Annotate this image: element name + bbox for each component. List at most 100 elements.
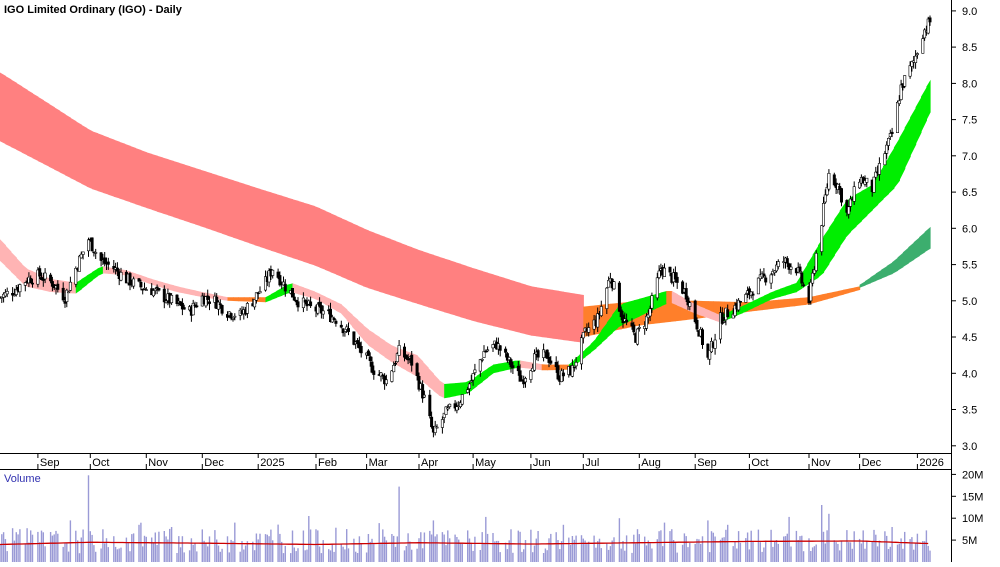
candle-body xyxy=(776,261,780,267)
x-tick-label: 2026 xyxy=(919,457,943,469)
candle-body xyxy=(162,288,166,303)
candle-body xyxy=(144,289,148,291)
candle-body xyxy=(448,403,452,408)
candle-body xyxy=(115,267,119,272)
candle-body xyxy=(574,361,578,367)
ma-band-2-segment xyxy=(859,281,866,288)
candle-body xyxy=(206,295,210,300)
ma-band-3-segment xyxy=(677,294,684,308)
ma-band-3-segment xyxy=(444,383,451,399)
ma-band-3-segment xyxy=(904,117,911,169)
candle-body xyxy=(798,266,802,272)
candle-body xyxy=(41,278,45,281)
ma-band-3-segment xyxy=(189,289,196,296)
candle-body xyxy=(440,419,444,428)
candle-body xyxy=(3,292,7,297)
candle-body xyxy=(852,186,856,202)
ma-band-0-segment xyxy=(444,258,451,314)
candle-body xyxy=(258,291,262,294)
ma-band-0-segment xyxy=(37,96,44,164)
candle-body xyxy=(688,302,692,307)
ma-band-3-segment xyxy=(498,362,505,372)
ma-band-0-segment xyxy=(287,197,294,259)
candle-body xyxy=(675,276,679,283)
ma-band-0-segment xyxy=(140,150,147,208)
candle-body xyxy=(87,239,91,252)
ma-band-3-segment xyxy=(260,297,267,303)
price-tick-label: 7.5 xyxy=(962,115,977,127)
candle-body xyxy=(554,361,558,367)
ma-band-3-segment xyxy=(660,291,667,307)
candle-body xyxy=(36,269,40,285)
candle-body xyxy=(637,326,641,329)
x-tick-label: 2025 xyxy=(260,457,284,469)
candle-body xyxy=(402,346,406,358)
candle-body xyxy=(787,263,791,270)
ma-band-0-segment xyxy=(270,192,277,253)
ma-band-3-segment xyxy=(433,373,440,396)
ma-band-3-segment xyxy=(476,372,483,387)
ma-band-3-segment xyxy=(357,319,364,340)
candle-body xyxy=(774,264,778,272)
ma-band-3-segment xyxy=(866,184,873,216)
ma-band-3-segment xyxy=(541,364,548,371)
candle-body xyxy=(587,327,591,333)
ma-band-0-segment xyxy=(178,162,185,221)
ma-band-0-segment xyxy=(281,195,288,257)
ma-band-3-segment xyxy=(590,338,597,353)
candle-body xyxy=(281,281,285,286)
ma-band-0-segment xyxy=(574,293,581,343)
ma-band-3-segment xyxy=(276,287,283,298)
candle-body xyxy=(858,181,862,189)
ma-band-1-segment xyxy=(843,288,850,295)
candle-body xyxy=(406,358,410,361)
price-panel-candles xyxy=(0,15,932,438)
ma-band-0-segment xyxy=(130,145,136,205)
ma-band-0-segment xyxy=(390,238,397,297)
candle-body xyxy=(253,299,257,308)
candle-body xyxy=(507,357,511,361)
ma-band-0-segment xyxy=(276,194,283,255)
ma-band-3-segment xyxy=(525,361,532,369)
ma-band-0-segment xyxy=(303,202,310,264)
ma-band-0-segment xyxy=(314,206,321,268)
ma-band-3-segment xyxy=(926,79,931,121)
x-tick-label: Sep xyxy=(697,457,717,469)
ma-band-0-segment xyxy=(5,76,12,147)
ma-band-0-segment xyxy=(487,272,494,327)
candle-body xyxy=(271,269,275,276)
candle-body xyxy=(410,354,414,366)
candle-body xyxy=(928,17,932,23)
ma-band-3-segment xyxy=(140,275,147,283)
candle-body xyxy=(762,273,766,277)
candle-body xyxy=(153,288,157,291)
candle-body xyxy=(469,380,473,383)
candle-body xyxy=(50,281,54,287)
ma-band-0-segment xyxy=(298,200,304,262)
candle-body xyxy=(208,301,212,304)
candle-body xyxy=(731,313,735,319)
ma-band-0-segment xyxy=(70,117,77,181)
candle-body xyxy=(467,383,471,389)
ma-band-3-segment xyxy=(379,337,386,358)
ma-band-3-segment xyxy=(195,290,201,297)
candle-body xyxy=(872,176,876,193)
ma-band-3-segment xyxy=(70,281,77,294)
candle-body xyxy=(11,292,15,296)
candle-body xyxy=(316,303,320,314)
ma-band-1-segment xyxy=(772,299,779,309)
ma-band-3-segment xyxy=(308,289,315,299)
ma-band-0-segment xyxy=(167,159,174,218)
ma-band-3-segment xyxy=(341,304,348,321)
candle-body xyxy=(18,284,22,293)
candle-body xyxy=(79,253,83,259)
ma-band-3-segment xyxy=(384,340,391,362)
candle-body xyxy=(155,286,159,289)
ma-band-3-segment xyxy=(86,272,93,285)
x-tick-label: Nov xyxy=(811,457,831,469)
candle-body xyxy=(170,294,174,303)
ma-band-0-segment xyxy=(81,124,88,187)
candle-body xyxy=(404,355,408,359)
candle-body xyxy=(523,378,527,383)
ma-band-0-segment xyxy=(92,131,99,191)
